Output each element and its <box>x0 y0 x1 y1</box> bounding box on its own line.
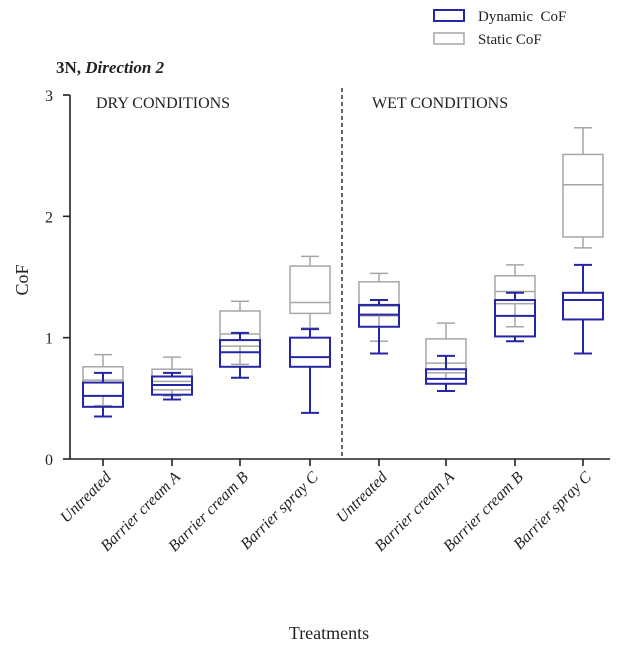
y-tick-label: 2 <box>45 209 53 226</box>
static-box-8 <box>562 127 604 249</box>
y-tick-label: 0 <box>45 452 53 469</box>
iqr-box <box>494 275 536 305</box>
dynamic-box-5 <box>358 299 400 355</box>
y-ticks: 0 1 2 3 <box>45 88 70 469</box>
legend-static-label: Static CoF <box>478 32 542 48</box>
dynamic-box-8 <box>562 263 604 355</box>
region-label-dry: DRY CONDITIONS <box>96 95 230 112</box>
iqr-box <box>289 265 331 315</box>
legend: Dynamic CoF Static CoF <box>433 9 566 48</box>
legend-static-swatch <box>433 32 465 45</box>
legend-dynamic-label: Dynamic CoF <box>478 9 566 25</box>
y-axis-label: CoF <box>12 264 32 295</box>
dynamic-box-4 <box>289 328 331 414</box>
iqr-box <box>425 368 467 385</box>
iqr-box <box>425 338 467 374</box>
dynamic-box-7 <box>494 291 536 343</box>
region-label-wet: WET CONDITIONS <box>372 95 508 112</box>
chart-title-main: 3N, <box>56 58 85 77</box>
x-category-label: Untreated <box>333 468 391 526</box>
iqr-box <box>219 339 261 368</box>
static-box-7 <box>494 264 536 328</box>
static-box-4 <box>289 255 331 329</box>
dynamic-box-1 <box>82 371 124 418</box>
static-box-6 <box>425 322 467 380</box>
iqr-box <box>358 303 400 328</box>
x-axis-label: Treatments <box>289 623 369 643</box>
y-tick-label: 1 <box>45 331 53 348</box>
y-tick-label: 3 <box>45 88 53 105</box>
iqr-box <box>82 381 124 408</box>
dynamic-box-2 <box>151 371 193 401</box>
x-category-label: Untreated <box>57 468 115 526</box>
dynamic-box-6 <box>425 354 467 393</box>
chart-title-italic: Direction 2 <box>84 58 164 77</box>
box-series <box>82 127 604 418</box>
iqr-box <box>358 281 400 317</box>
iqr-box <box>494 299 536 338</box>
iqr-box <box>289 336 331 368</box>
iqr-box <box>562 291 604 321</box>
iqr-box <box>219 310 261 347</box>
iqr-box <box>562 153 604 238</box>
dynamic-box-3 <box>219 331 261 379</box>
legend-dynamic-swatch <box>433 9 465 22</box>
chart-title: 3N, Direction 2 <box>56 58 165 77</box>
